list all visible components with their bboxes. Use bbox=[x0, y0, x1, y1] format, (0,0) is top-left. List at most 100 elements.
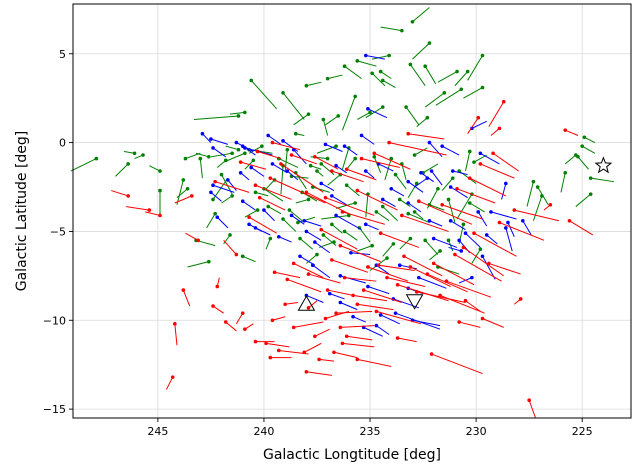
source-point bbox=[211, 197, 215, 202]
source-point bbox=[387, 53, 391, 58]
proper-motion-vector bbox=[306, 191, 350, 215]
proper-motion-vector bbox=[363, 326, 383, 337]
proper-motion-vector bbox=[380, 71, 392, 80]
proper-motion-vector bbox=[371, 72, 386, 87]
x-tick-label: 240 bbox=[253, 425, 274, 438]
proper-motion-vector bbox=[391, 188, 405, 197]
proper-motion-vector bbox=[528, 400, 536, 419]
source-point bbox=[243, 151, 247, 156]
source-point bbox=[470, 275, 474, 280]
proper-motion-vector bbox=[532, 195, 543, 221]
source-point bbox=[429, 352, 434, 356]
source-point bbox=[455, 186, 459, 191]
proper-motion-vector bbox=[473, 154, 487, 163]
source-point bbox=[450, 176, 455, 180]
proper-motion-vector bbox=[448, 240, 454, 252]
source-point bbox=[277, 348, 281, 353]
marker-layer bbox=[297, 156, 613, 311]
source-point bbox=[126, 194, 130, 198]
proper-motion-vector bbox=[235, 312, 244, 325]
proper-motion-vector bbox=[306, 254, 318, 264]
source-point bbox=[223, 320, 228, 324]
source-point bbox=[480, 316, 485, 321]
source-point bbox=[353, 94, 357, 99]
proper-motion-vector bbox=[399, 238, 411, 250]
source-point bbox=[440, 202, 444, 207]
source-point bbox=[412, 210, 417, 214]
proper-motion-vector bbox=[357, 60, 377, 67]
source-point bbox=[323, 316, 328, 321]
source-point bbox=[236, 114, 241, 118]
source-point bbox=[427, 41, 432, 45]
data-layer bbox=[70, 7, 615, 419]
source-point bbox=[457, 320, 461, 324]
source-point bbox=[206, 155, 211, 159]
source-point bbox=[330, 222, 334, 227]
proper-motion-vector bbox=[459, 321, 481, 328]
source-point bbox=[535, 185, 540, 189]
source-point bbox=[306, 272, 311, 276]
source-point bbox=[342, 144, 347, 148]
proper-motion-vector bbox=[465, 232, 481, 248]
source-point bbox=[342, 64, 347, 68]
source-point bbox=[308, 163, 313, 168]
source-point bbox=[387, 140, 391, 145]
proper-motion-vector bbox=[407, 183, 418, 198]
source-point bbox=[277, 234, 281, 239]
source-point bbox=[436, 186, 440, 191]
source-point bbox=[253, 190, 258, 195]
source-point bbox=[289, 153, 294, 157]
proper-motion-vector bbox=[322, 119, 329, 136]
proper-motion-vector bbox=[448, 246, 462, 252]
proper-motion-vector bbox=[340, 245, 381, 263]
source-point bbox=[461, 245, 466, 250]
proper-motion-vector bbox=[336, 310, 373, 314]
source-point bbox=[272, 270, 277, 275]
proper-motion-vector bbox=[282, 140, 299, 152]
source-point bbox=[520, 218, 525, 223]
source-point bbox=[463, 298, 468, 303]
proper-motion-vector bbox=[590, 177, 615, 183]
x-tick-label: 225 bbox=[572, 425, 593, 438]
proper-motion-vector bbox=[282, 92, 305, 120]
source-point bbox=[400, 213, 404, 218]
source-point bbox=[287, 208, 292, 212]
source-point bbox=[196, 238, 200, 243]
proper-motion-vector bbox=[257, 150, 282, 160]
source-point bbox=[389, 186, 394, 191]
source-point bbox=[200, 131, 205, 136]
proper-motion-vector bbox=[399, 199, 411, 207]
proper-motion-vector bbox=[526, 181, 534, 207]
proper-motion-vector bbox=[285, 302, 298, 305]
source-point bbox=[455, 69, 459, 74]
source-point bbox=[344, 334, 349, 339]
proper-motion-vector bbox=[321, 214, 349, 220]
proper-motion-vector bbox=[242, 200, 256, 211]
source-point bbox=[540, 194, 544, 198]
source-point bbox=[438, 249, 442, 253]
proper-motion-vector bbox=[215, 181, 250, 193]
proper-motion-vector bbox=[414, 147, 428, 156]
plot-background bbox=[73, 4, 631, 418]
source-point bbox=[319, 227, 324, 232]
proper-motion-vector bbox=[352, 294, 388, 302]
source-point bbox=[304, 229, 309, 234]
proper-motion-vector bbox=[278, 236, 292, 243]
proper-motion-vector bbox=[414, 211, 424, 220]
proper-motion-vector bbox=[325, 115, 339, 126]
source-point bbox=[270, 162, 275, 166]
proper-motion-vector bbox=[367, 266, 409, 282]
source-point bbox=[209, 190, 213, 195]
source-point bbox=[211, 146, 215, 150]
proper-motion-vector bbox=[342, 342, 375, 348]
proper-motion-vector bbox=[291, 154, 318, 165]
source-point bbox=[378, 313, 383, 317]
proper-motion-vector bbox=[363, 289, 403, 303]
proper-motion-vector bbox=[265, 238, 271, 250]
proper-motion-vector bbox=[569, 220, 594, 236]
proper-motion-vector bbox=[416, 291, 466, 303]
proper-motion-vector bbox=[442, 204, 483, 220]
proper-motion-vector bbox=[223, 239, 237, 255]
proper-motion-vector bbox=[441, 145, 460, 156]
proper-motion-vector bbox=[174, 195, 193, 204]
